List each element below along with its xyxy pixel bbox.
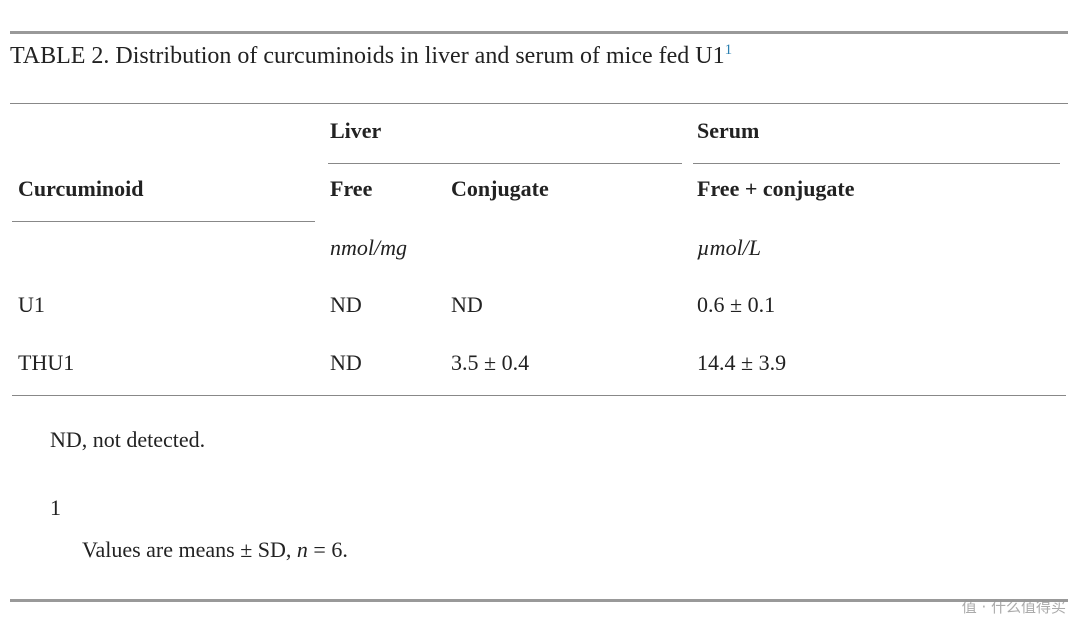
- cell: 0.6 ± 0.1: [697, 292, 776, 317]
- cell: ND: [451, 292, 483, 317]
- cell: 14.4 ± 3.9: [697, 350, 787, 375]
- cell: U1: [18, 292, 45, 317]
- table-title: TABLE 2. Distribution of curcuminoids in…: [10, 37, 732, 69]
- group-rule: [328, 163, 682, 164]
- cell: ND: [330, 292, 362, 317]
- group-header: Serum: [697, 118, 760, 143]
- title-text: TABLE 2. Distribution of curcuminoids in…: [10, 43, 725, 69]
- unit: nmol/mg: [330, 235, 407, 260]
- column-header: Curcuminoid: [18, 176, 144, 201]
- column-header: Conjugate: [451, 176, 549, 201]
- footnote-mark: 1: [724, 42, 733, 58]
- watermark: 值 · 什么值得买: [961, 598, 1066, 616]
- footnote-mark: 1: [50, 495, 61, 520]
- stub-rule: [12, 221, 315, 222]
- end-rule: [10, 599, 1068, 602]
- footnote-text: = 6.: [307, 537, 348, 562]
- footnote-text: Values are means ± SD,: [82, 537, 297, 562]
- cell: 3.5 ± 0.4: [451, 350, 530, 375]
- header-rule: [10, 103, 1068, 104]
- cell: THU1: [18, 350, 75, 375]
- column-header: Free: [330, 176, 373, 201]
- footnote: ND, not detected.: [50, 427, 206, 452]
- cell: ND: [330, 350, 362, 375]
- column-header: Free + conjugate: [697, 176, 855, 201]
- top-rule: [10, 31, 1068, 34]
- group-header: Liver: [330, 118, 382, 143]
- group-rule: [693, 163, 1060, 164]
- footnote: Values are means ± SD, n = 6.: [82, 537, 348, 563]
- bottom-table-rule: [12, 395, 1066, 396]
- footnote-text: n: [296, 537, 308, 562]
- unit: µmol/L: [697, 235, 762, 260]
